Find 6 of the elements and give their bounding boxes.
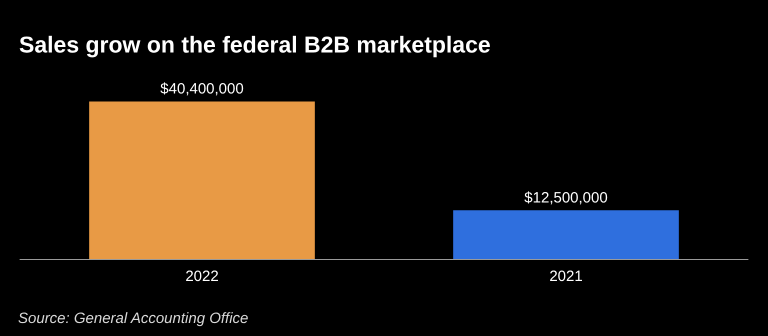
x-tick-label: 2021 [549, 268, 583, 285]
data-label: $40,400,000 [160, 80, 244, 98]
x-tick-label: 2022 [185, 268, 219, 285]
chart-title: Sales grow on the federal B2B marketplace [19, 32, 491, 58]
data-label: $12,500,000 [524, 189, 608, 206]
source-note: Source: General Accounting Office [18, 310, 248, 327]
